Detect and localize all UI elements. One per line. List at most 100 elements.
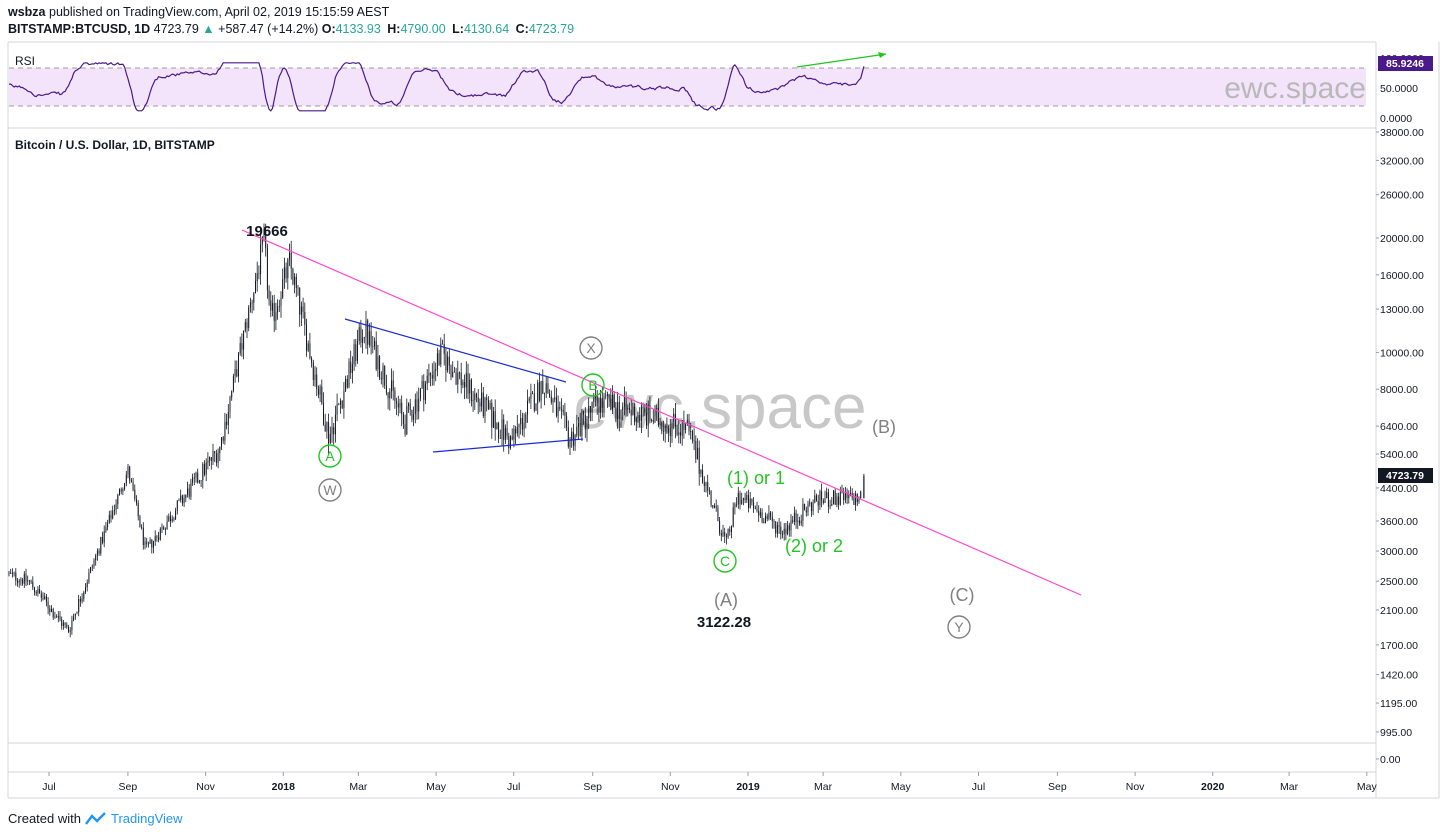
open-value: 4133.93 xyxy=(335,22,381,36)
candle-body xyxy=(212,451,214,461)
divergence-arrow xyxy=(796,52,887,68)
candle-body xyxy=(448,356,450,366)
candle-body xyxy=(73,616,75,621)
candle-body xyxy=(525,414,527,423)
candle-body xyxy=(712,505,714,508)
candle-body xyxy=(287,259,289,279)
candle-body xyxy=(32,581,34,588)
candle-body xyxy=(13,572,15,574)
candle-body xyxy=(700,470,702,474)
candle-body xyxy=(489,403,491,409)
candle-body xyxy=(289,252,290,260)
candle-body xyxy=(419,388,421,399)
time-axis-label: Sep xyxy=(119,781,138,793)
candle-body xyxy=(608,394,610,399)
candle-body xyxy=(841,492,843,494)
candle-body xyxy=(484,397,486,416)
candle-body xyxy=(834,490,836,505)
candle-body xyxy=(520,418,522,425)
candle-body xyxy=(299,287,301,315)
candle-body xyxy=(805,510,807,513)
candle-body xyxy=(707,482,709,491)
candle-body xyxy=(773,521,775,522)
candle-body xyxy=(362,337,364,343)
candle-body xyxy=(219,446,221,453)
time-axis-label: 2020 xyxy=(1201,781,1225,793)
candle-body xyxy=(600,398,602,413)
candle-body xyxy=(824,498,826,503)
price-panel[interactable]: Bitcoin / U.S. Dollar, 1D, BITSTAMP ewc.… xyxy=(8,127,1434,766)
high-value: 4790.00 xyxy=(400,22,446,36)
candle-body xyxy=(644,408,646,413)
candle-body xyxy=(117,494,119,505)
candle-body xyxy=(445,354,447,371)
candle-body xyxy=(627,407,629,410)
candle-body xyxy=(487,400,489,409)
candle-body xyxy=(39,589,41,594)
candle-body xyxy=(331,427,333,434)
price-axis-label: 4400.00 xyxy=(1380,483,1418,495)
candle-body xyxy=(518,424,520,427)
wave-w-circled: W xyxy=(318,478,342,502)
candle-body xyxy=(81,598,83,602)
candle-body xyxy=(45,596,47,602)
candle-body xyxy=(572,431,574,446)
candle-body xyxy=(204,464,205,475)
candle-body xyxy=(595,396,596,398)
close-value: 4723.79 xyxy=(528,22,575,36)
candle-body xyxy=(324,424,326,432)
candle-body xyxy=(515,428,517,434)
time-axis-label: Sep xyxy=(583,781,602,793)
publisher-name[interactable]: wsbza xyxy=(8,5,46,19)
time-axis-label: Mar xyxy=(1280,781,1299,793)
price-axis-label: 16000.00 xyxy=(1380,270,1424,282)
candle-body xyxy=(860,491,862,498)
candle-body xyxy=(15,572,17,581)
symbol-name[interactable]: BITSTAMP:BTCUSD, 1D xyxy=(8,22,151,36)
candle-body xyxy=(336,404,338,415)
candle-body xyxy=(714,505,715,508)
candle-body xyxy=(141,527,143,528)
wave-b-paren: (B) xyxy=(872,417,896,437)
candle-body xyxy=(406,406,408,435)
wave-a-circle xyxy=(318,444,342,468)
candle-body xyxy=(232,376,234,391)
candle-body xyxy=(278,306,280,308)
candle-body xyxy=(132,482,134,490)
candle-body xyxy=(139,516,141,528)
candle-body xyxy=(255,281,256,294)
candle-body xyxy=(306,324,307,351)
wave-c-paren: (C) xyxy=(950,585,975,605)
candle-body xyxy=(476,393,477,398)
wave-a-label: A xyxy=(325,448,335,464)
candle-body xyxy=(207,460,209,463)
candle-body xyxy=(800,520,802,524)
candle-body xyxy=(810,502,812,512)
wave-y-circled: Y xyxy=(947,615,971,639)
candle-body xyxy=(187,488,188,495)
candle-body xyxy=(309,343,311,359)
candle-body xyxy=(379,356,381,378)
wave-x-label: X xyxy=(586,340,596,356)
rsi-current-value: 85.9246 xyxy=(1386,58,1424,70)
divergence-arrowhead-icon xyxy=(878,52,886,58)
candle-body xyxy=(105,527,107,532)
candle-body xyxy=(632,406,634,416)
tradingview-link[interactable]: TradingView xyxy=(110,811,183,826)
candle-body xyxy=(124,483,126,490)
candle-body xyxy=(708,490,710,492)
candle-body xyxy=(321,386,323,404)
candle-body xyxy=(341,400,343,408)
time-axis-label: Mar xyxy=(349,781,368,793)
time-axis-label: Nov xyxy=(196,781,215,793)
candle-body xyxy=(440,343,442,365)
candle-body xyxy=(430,373,432,375)
candle-body xyxy=(467,373,469,394)
candle-body xyxy=(35,591,37,594)
time-axis[interactable]: Jul Sep Nov 2018 Mar May Jul Sep Nov 2019 Mar May Ju… xyxy=(42,772,1377,793)
candle-body xyxy=(95,555,97,561)
candle-body xyxy=(113,510,115,511)
candle-body xyxy=(328,422,330,444)
